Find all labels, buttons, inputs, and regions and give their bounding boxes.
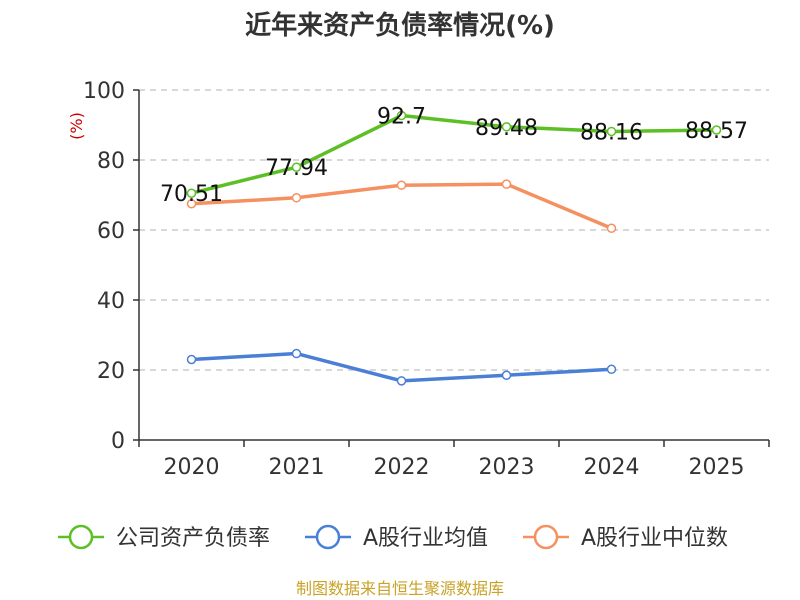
series-0 — [186, 110, 722, 198]
data-label: 92.7 — [377, 105, 426, 130]
legend-item-1: A股行业均值 — [305, 524, 488, 551]
y-tick-label: 20 — [97, 359, 125, 384]
source-note: 制图数据来自恒生聚源数据库 — [296, 579, 504, 598]
data-point — [606, 223, 617, 233]
legend-label: A股行业中位数 — [581, 526, 728, 551]
legend-label: 公司资产负债率 — [116, 526, 270, 551]
data-point — [291, 193, 302, 203]
data-point — [606, 364, 617, 375]
legend-swatch-marker — [315, 524, 341, 550]
y-axis-unit-label: (%) — [67, 112, 86, 140]
y-tick-label: 60 — [97, 219, 125, 244]
y-tick-label: 100 — [83, 79, 125, 104]
legend-item-0: 公司资产负债率 — [58, 524, 270, 551]
series-line — [191, 182, 613, 230]
series-layer — [186, 110, 722, 386]
data-point — [396, 110, 407, 121]
legend-item-2: A股行业中位数 — [523, 524, 728, 551]
axes: 0 20 40 60 80 100 2020 2021 2022 2023 2024 2025 — [83, 79, 770, 480]
data-point — [291, 162, 302, 172]
y-tick-label: 40 — [97, 289, 125, 314]
x-tick-label: 2024 — [584, 455, 640, 480]
data-point — [396, 180, 407, 190]
x-tick-label: 2021 — [269, 455, 325, 480]
data-point — [186, 354, 197, 365]
data-label: 88.57 — [685, 119, 748, 144]
gridlines — [139, 89, 769, 371]
data-label: 70.51 — [160, 182, 223, 207]
data-point — [501, 122, 512, 132]
series-1 — [186, 348, 617, 386]
series-2 — [186, 179, 617, 233]
legend: 公司资产负债率 A股行业均值 A股行业中位数 — [58, 524, 728, 551]
data-point — [186, 188, 197, 198]
chart-title: 近年来资产负债率情况(%) — [245, 10, 555, 41]
x-tick-label: 2020 — [164, 455, 220, 480]
y-tick-label: 80 — [97, 149, 125, 174]
data-label: 77.94 — [265, 156, 328, 181]
x-tick-label: 2025 — [689, 455, 745, 480]
legend-swatch-marker — [533, 524, 559, 550]
y-tick-label: 0 — [111, 429, 125, 454]
data-point — [186, 199, 197, 209]
data-labels: 70.51 77.94 92.7 89.48 88.16 88.57 — [160, 105, 748, 208]
data-label: 88.16 — [580, 120, 643, 145]
data-point — [711, 125, 722, 135]
legend-swatch-marker — [68, 524, 94, 550]
data-label: 89.48 — [475, 116, 538, 141]
x-tick-label: 2023 — [479, 455, 535, 480]
legend-label: A股行业均值 — [363, 526, 488, 551]
data-point — [396, 376, 407, 386]
x-tick-label: 2022 — [374, 455, 430, 480]
data-point — [291, 348, 302, 359]
data-point — [606, 126, 617, 137]
series-line — [191, 113, 717, 195]
data-point — [501, 179, 512, 189]
data-point — [501, 370, 512, 380]
